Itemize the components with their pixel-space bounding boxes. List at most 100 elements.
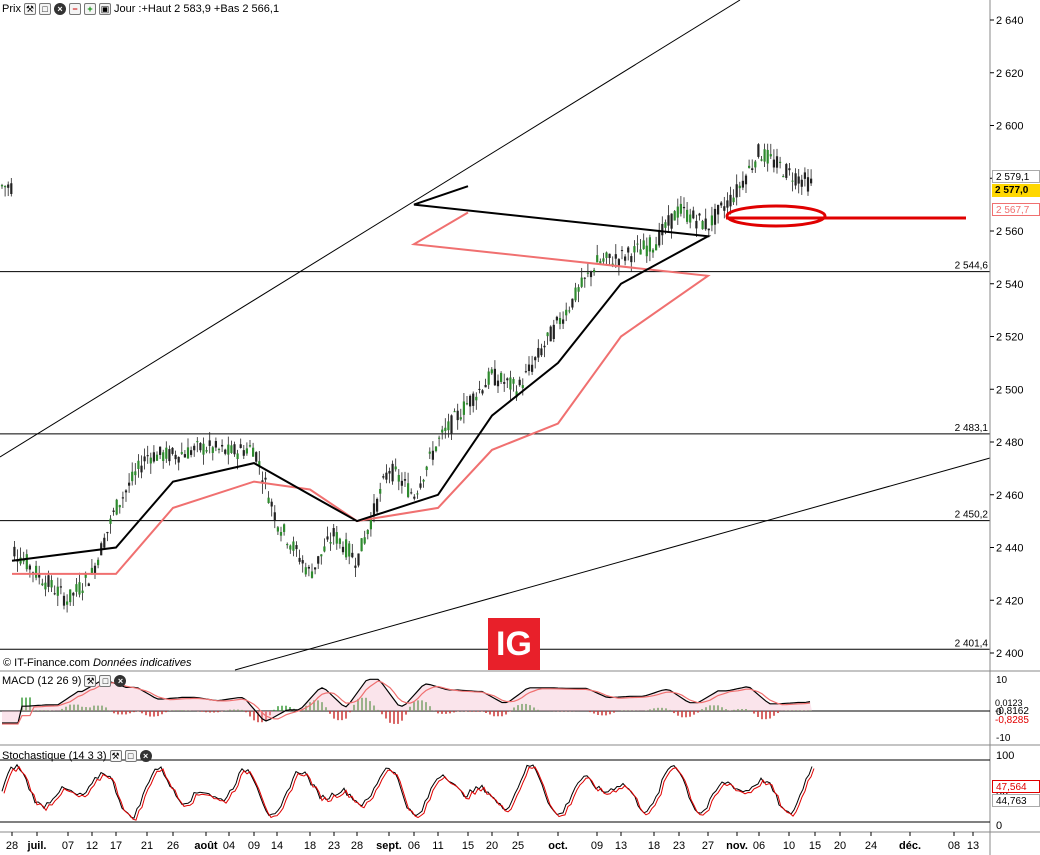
candle-body: [701, 220, 704, 230]
candle-body: [775, 156, 779, 168]
candle-body: [146, 455, 149, 457]
close-icon[interactable]: ×: [139, 750, 152, 762]
macd-fill: [2, 679, 812, 723]
candle-body: [66, 601, 69, 605]
lower-trendline: [234, 457, 991, 671]
candle-body: [710, 215, 713, 226]
candle-body: [50, 580, 53, 588]
candle-body: [93, 565, 97, 574]
date-tick-label: 21: [141, 840, 153, 852]
candle-body: [475, 396, 478, 401]
candle-body: [651, 249, 655, 253]
macd-tick-10: 10: [996, 675, 1008, 686]
candle-body: [307, 566, 310, 569]
candle-body: [791, 180, 794, 182]
candle-body: [667, 215, 670, 226]
candle-body: [56, 586, 59, 596]
wrench-icon[interactable]: ⚒: [84, 675, 97, 687]
upper-trendline: [0, 0, 741, 458]
date-tick-label: 24: [865, 840, 877, 852]
candle-body: [332, 528, 335, 537]
date-tick-label: 28: [351, 840, 363, 852]
price-tag-last: 2 577,0: [992, 184, 1040, 197]
macd-header: MACD (12 26 9) ⚒ □ ×: [2, 675, 127, 687]
candle-body: [794, 173, 797, 186]
candle-body: [245, 448, 248, 454]
candle-body: [345, 539, 348, 558]
stoch-tick-100: 100: [996, 750, 1014, 762]
candle-body: [59, 586, 62, 588]
date-tick-label: 20: [834, 840, 846, 852]
plus-icon[interactable]: +: [83, 3, 96, 15]
candle-body: [447, 421, 450, 431]
date-tick-label: juil.: [27, 840, 47, 852]
moving-average-short: [11, 185, 712, 562]
candle-body: [484, 384, 487, 388]
candle-body: [323, 546, 326, 552]
window-icon[interactable]: □: [38, 3, 51, 15]
candle-body: [140, 465, 143, 473]
candle-body: [47, 575, 50, 587]
candle-body: [202, 443, 205, 455]
date-tick-label: 23: [328, 840, 340, 852]
close-icon[interactable]: ×: [53, 3, 66, 15]
candle-body: [490, 369, 493, 374]
candle-body: [360, 538, 363, 552]
macd-tick-minus-10: -10: [996, 733, 1011, 744]
window-icon[interactable]: □: [124, 750, 137, 762]
candle-body: [4, 186, 7, 188]
candle-body: [562, 319, 565, 324]
candle-body: [75, 584, 78, 592]
candle-body: [670, 213, 673, 229]
candle-body: [97, 559, 100, 566]
candle-body: [704, 218, 707, 230]
price-tick-label: 2 480: [996, 437, 1024, 449]
price-tag-ma: 2 567,7: [992, 203, 1040, 216]
stoch-tag-1: 47,564: [992, 780, 1040, 793]
candle-body: [149, 457, 152, 464]
wrench-icon[interactable]: ⚒: [109, 750, 122, 762]
candle-body: [369, 519, 372, 530]
date-tick-label: 25: [512, 840, 524, 852]
candle-body: [679, 203, 682, 214]
candle-body: [726, 200, 729, 208]
date-tick-label: 09: [591, 840, 603, 852]
candle-body: [190, 450, 193, 455]
candle-body: [478, 388, 481, 390]
candle-body: [506, 378, 509, 381]
candle-body: [779, 161, 782, 164]
candle-body: [707, 228, 710, 231]
candle-body: [661, 223, 664, 236]
candle-body: [682, 206, 686, 209]
macd-title: MACD (12 26 9): [2, 675, 82, 687]
candle-body: [782, 176, 785, 178]
window-icon[interactable]: □: [99, 675, 112, 687]
candle-body: [326, 536, 329, 540]
candle-body: [524, 371, 527, 373]
wrench-icon[interactable]: ⚒: [23, 3, 36, 15]
candle-body: [558, 317, 562, 325]
date-tick-label: 27: [702, 840, 714, 852]
macd-signal-line: [2, 680, 811, 725]
candle-body: [273, 512, 276, 521]
candle-body: [531, 364, 534, 372]
candle-body: [41, 583, 44, 586]
candle-body: [456, 410, 459, 421]
candle-body: [527, 364, 531, 372]
candle-body: [763, 149, 766, 162]
close-icon[interactable]: ×: [114, 675, 127, 687]
candle-body: [686, 209, 689, 222]
candle-body: [283, 524, 286, 532]
date-tick-label: 04: [223, 840, 235, 852]
candle-body: [546, 332, 549, 337]
minus-icon[interactable]: −: [68, 3, 81, 15]
candle-body: [137, 460, 140, 469]
candle-body: [407, 483, 410, 497]
candle-body: [642, 240, 645, 250]
price-tag-high: 2 579,1: [992, 170, 1040, 183]
candle-body: [438, 437, 441, 439]
candle-body: [397, 474, 400, 482]
restore-icon[interactable]: ▣: [98, 3, 111, 15]
